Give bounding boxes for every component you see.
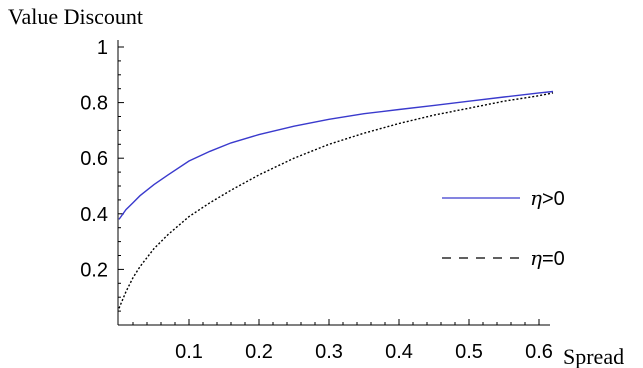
x-tick-label: 0.3 (315, 341, 343, 363)
y-tick-label: 0.2 (80, 259, 108, 281)
legend-label: η>0 (530, 186, 565, 210)
x-tick-label: 0.5 (455, 341, 483, 363)
legend: η>0η=0 (442, 186, 565, 270)
legend-symbol: η (530, 186, 542, 210)
legend-symbol: η (530, 246, 542, 270)
x-tick-label: 0.6 (525, 341, 553, 363)
x-tick-label: 0.4 (385, 341, 413, 363)
y-tick-label: 1 (97, 37, 108, 59)
x-tick-label: 0.2 (245, 341, 273, 363)
x-axis-label: Spread (563, 344, 624, 368)
y-axis-label: Value Discount (8, 4, 143, 29)
legend-relation: =0 (542, 248, 565, 270)
y-axis-ticks: 0.2 0.4 0.6 0.8 1 (80, 37, 124, 312)
legend-label: η=0 (530, 246, 565, 270)
series-line-eta-positive (118, 90, 554, 220)
y-tick-label: 0.8 (80, 93, 108, 115)
y-tick-label: 0.6 (80, 148, 108, 170)
series-line-eta-zero (118, 92, 554, 309)
legend-relation: >0 (542, 188, 565, 210)
y-tick-label: 0.4 (80, 204, 108, 226)
series-layer (118, 90, 554, 309)
x-tick-label: 0.1 (175, 341, 203, 363)
x-axis-ticks: 0.1 0.2 0.3 0.4 0.5 0.6 (132, 319, 553, 363)
